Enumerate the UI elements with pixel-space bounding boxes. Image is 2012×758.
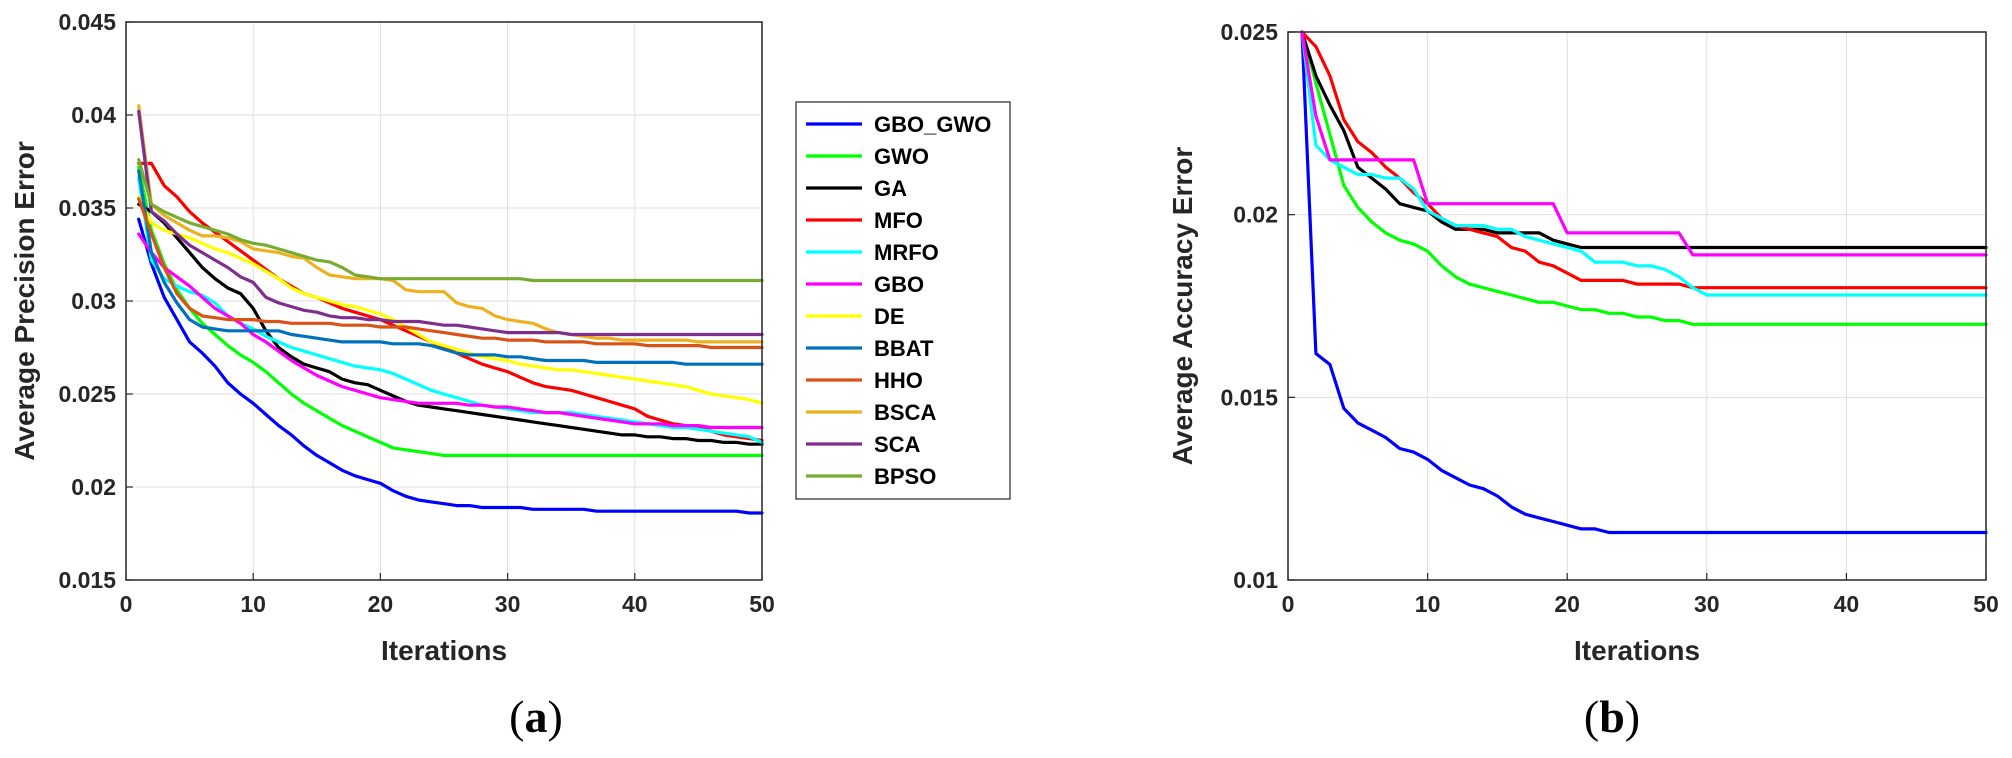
x-tick-label: 40 xyxy=(622,591,648,617)
legend-label: GA xyxy=(874,176,907,201)
x-tick-label: 50 xyxy=(749,591,775,617)
legend-label: MRFO xyxy=(874,240,939,265)
series-line-ga xyxy=(137,202,764,446)
y-tick-label: 0.01 xyxy=(1233,567,1278,593)
series-line-gbo xyxy=(137,232,764,430)
legend-items: GBO_GWO GWO GA MFO MRFO GBO DE BBAT HHO BSCA SCA BP… xyxy=(806,112,991,489)
legend-label: HHO xyxy=(874,368,923,393)
y-tick-label: 0.03 xyxy=(71,288,116,314)
caption-b-letter: b xyxy=(1599,691,1625,742)
x-tick-label: 10 xyxy=(240,591,266,617)
legend-item-mrfo: MRFO xyxy=(806,240,939,265)
y-tick-label: 0.025 xyxy=(1220,19,1278,45)
series-line-bpso xyxy=(137,158,764,283)
legend-label: GBO_GWO xyxy=(874,112,991,137)
y-tick-label: 0.02 xyxy=(1233,202,1278,228)
series-line-gbo-gwo xyxy=(137,217,764,515)
x-tick-labels-a: 0 10 20 30 40 50 xyxy=(120,591,775,617)
x-tick-label: 10 xyxy=(1415,591,1441,617)
legend-item-mfo: MFO xyxy=(806,208,923,233)
x-tick-label: 20 xyxy=(368,591,394,617)
legend-item-bsca: BSCA xyxy=(806,400,936,425)
x-axis-label-b: Iterations xyxy=(1574,635,1700,666)
series-lines-a xyxy=(137,104,764,515)
y-tick-label: 0.025 xyxy=(58,381,116,407)
x-tick-labels-b: 0 10 20 30 40 50 xyxy=(1282,591,1999,617)
y-tick-label: 0.045 xyxy=(58,9,116,35)
x-tick-label: 40 xyxy=(1834,591,1860,617)
legend-item-hho: HHO xyxy=(806,368,923,393)
x-tick-label: 0 xyxy=(120,591,133,617)
legend-label: SCA xyxy=(874,432,921,457)
series-line-hho xyxy=(137,197,764,350)
x-tick-label: 20 xyxy=(1554,591,1580,617)
chart-panel-b: 0 10 20 30 40 50 0.01 0.015 0.02 0.025 Iteration… xyxy=(1167,19,1999,742)
series-line-de xyxy=(137,195,764,405)
series-line-gbo xyxy=(1300,30,1988,257)
x-tick-label: 50 xyxy=(1973,591,1999,617)
y-tick-label: 0.015 xyxy=(58,567,116,593)
legend-label: BBAT xyxy=(874,336,934,361)
y-tick-label: 0.04 xyxy=(71,102,116,128)
x-tick-label: 30 xyxy=(495,591,521,617)
x-axis-label-a: Iterations xyxy=(381,635,507,666)
y-tick-label: 0.035 xyxy=(58,195,116,221)
y-tick-labels-b: 0.01 0.015 0.02 0.025 xyxy=(1220,19,1278,593)
y-axis-label-a: Average Precision Error xyxy=(9,141,40,461)
x-tick-label: 0 xyxy=(1282,591,1295,617)
caption-a-letter: a xyxy=(525,691,548,742)
y-tick-label: 0.02 xyxy=(71,474,116,500)
legend-item-gwo: GWO xyxy=(806,144,929,169)
chart-panel-a: 0 10 20 30 40 50 0.0150.020.0250.030.0350.040… xyxy=(9,9,1011,742)
caption-b: (b) xyxy=(1584,691,1640,742)
legend-label: MFO xyxy=(874,208,923,233)
legend-item-bbat: BBAT xyxy=(806,336,934,361)
legend-item-de: DE xyxy=(806,304,905,329)
legend-item-bpso: BPSO xyxy=(806,464,936,489)
series-line-ga xyxy=(1300,30,1988,250)
legend-item-gbo: GBO xyxy=(806,272,924,297)
series-line-gwo xyxy=(137,165,764,457)
caption-a: (a) xyxy=(509,691,563,742)
plot-frame-a xyxy=(125,21,763,581)
legend-box xyxy=(795,101,1011,500)
series-line-gbo-gwo xyxy=(1300,30,1988,535)
x-tick-label: 30 xyxy=(1694,591,1720,617)
y-tick-label: 0.015 xyxy=(1220,384,1278,410)
legend-label: DE xyxy=(874,304,905,329)
series-lines-b xyxy=(1300,30,1988,535)
legend-item-sca: SCA xyxy=(806,432,921,457)
legend-label: GBO xyxy=(874,272,924,297)
legend-item-ga: GA xyxy=(806,176,907,201)
series-line-bsca xyxy=(137,104,764,344)
legend-label: BPSO xyxy=(874,464,936,489)
legend-label: GWO xyxy=(874,144,929,169)
legend-label: BSCA xyxy=(874,400,936,425)
grid-b xyxy=(1287,31,1987,581)
plot-area-b xyxy=(1288,32,1986,580)
plot-frame-b xyxy=(1287,31,1987,581)
series-line-mrfo xyxy=(1300,30,1988,297)
series-line-gwo xyxy=(1300,30,1988,326)
y-axis-label-b: Average Accuracy Error xyxy=(1167,147,1198,466)
series-line-bbat xyxy=(137,169,764,366)
legend-item-gbo-gwo: GBO_GWO xyxy=(806,112,991,137)
y-tick-labels-a: 0.015 0.02 0.025 0.03 0.035 0.04 0.045 xyxy=(58,9,116,593)
series-line-sca xyxy=(137,109,764,337)
legend: GBO_GWO GWO GA MFO MRFO GBO DE BBAT HHO BSCA SCA BP… xyxy=(795,101,1011,500)
